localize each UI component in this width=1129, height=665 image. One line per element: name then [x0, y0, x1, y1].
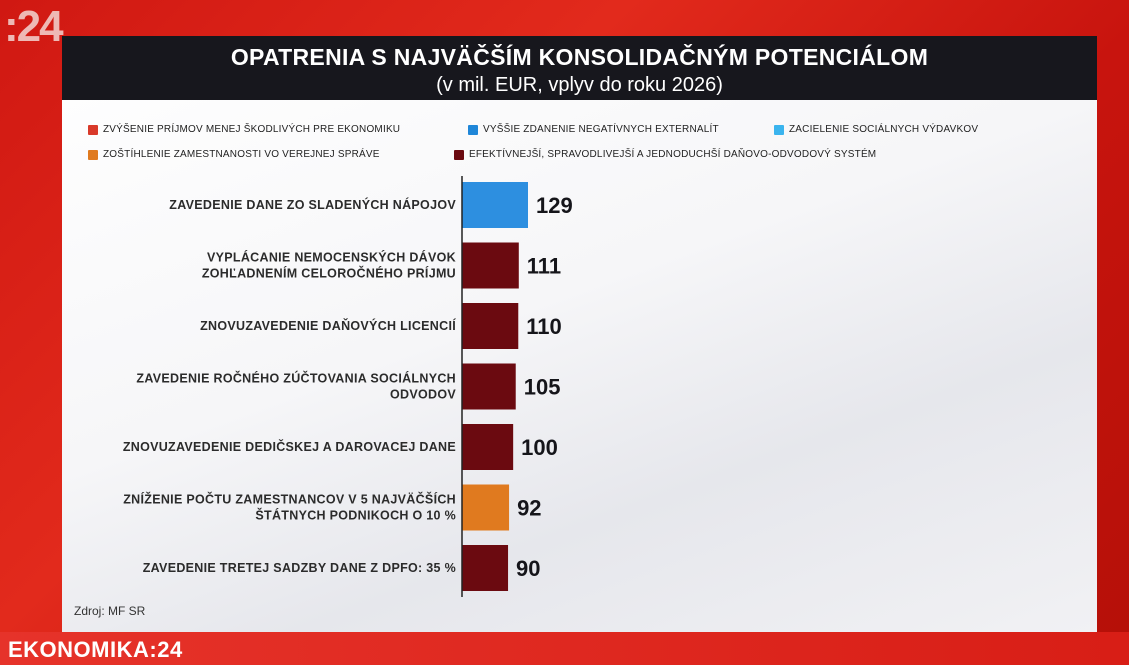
- channel-logo: :24: [4, 2, 64, 51]
- bar-5: [462, 424, 514, 470]
- bar-chart: 129 ZAVEDENIE DANE ZO SLADENÝCH NÁPOJOV 11…: [123, 176, 573, 597]
- bar-value-label: 111: [527, 254, 561, 279]
- legend-swatch: [88, 149, 98, 160]
- legend-label: ZACIELENIE SOCIÁLNYCH VÝDAVKOV: [789, 124, 979, 135]
- bar-7: [462, 545, 509, 591]
- category-label: ZNOVUZAVEDENIE DEDIČSKEJ A DAROVACEJ DAN…: [123, 439, 456, 454]
- category-label: ZNÍŽENIE POČTU ZAMESTNANCOV V 5 NAJVÄČŠÍ…: [123, 492, 456, 507]
- legend-label: EFEKTÍVNEJŠÍ, SPRAVODLIVEJŠÍ A JEDNODUCH…: [469, 149, 877, 160]
- category-label: ZOHĽADNENÍM CELOROČNÉHO PRÍJMU: [202, 266, 456, 281]
- chart-subtitle: (v mil. EUR, vplyv do roku 2026): [436, 74, 723, 96]
- category-label: ŠTÁTNYCH PODNIKOCH O 10 %: [255, 508, 456, 523]
- legend-item-social-spending: ZACIELENIE SOCIÁLNYCH VÝDAVKOV: [774, 124, 978, 135]
- category-label: ZNOVUZAVEDENIE DAŇOVÝCH LICENCIÍ: [200, 318, 456, 333]
- program-bar: EKONOMIKA:24: [0, 632, 1129, 665]
- bar-6: [462, 484, 510, 531]
- bar-value-label: 105: [524, 375, 561, 400]
- category-label: ZAVEDENIE ROČNÉHO ZÚČTOVANIA SOCIÁLNYCH: [136, 371, 456, 386]
- legend-swatch: [454, 149, 464, 160]
- legend-label: VYŠŠIE ZDANENIE NEGATÍVNYCH EXTERNALÍT: [483, 124, 719, 135]
- legend-swatch: [774, 124, 784, 135]
- legend-label: ZVÝŠENIE PRÍJMOV MENEJ ŠKODLIVÝCH PRE EK…: [103, 124, 401, 135]
- bar-value-label: 110: [526, 314, 562, 339]
- legend-item-externalities: VYŠŠIE ZDANENIE NEGATÍVNYCH EXTERNALÍT: [468, 124, 719, 135]
- legend-swatch: [88, 124, 98, 135]
- legend-item-higher-revenue: ZVÝŠENIE PRÍJMOV MENEJ ŠKODLIVÝCH PRE EK…: [88, 124, 400, 135]
- bar-value-label: 92: [517, 496, 541, 521]
- legend-swatch: [468, 124, 478, 135]
- bar-4: [462, 363, 516, 410]
- program-label: EKONOMIKA:24: [8, 637, 183, 662]
- bar-value-label: 129: [536, 193, 573, 218]
- category-label: ZAVEDENIE DANE ZO SLADENÝCH NÁPOJOV: [169, 197, 456, 212]
- chart-panel: OPATRENIA S NAJVÄČŠÍM KONSOLIDAČNÝM POTE…: [62, 36, 1097, 632]
- legend-item-tax-system: EFEKTÍVNEJŠÍ, SPRAVODLIVEJŠÍ A JEDNODUCH…: [454, 149, 876, 160]
- category-label: ZAVEDENIE TRETEJ SADZBY DANE Z DPFO: 35 …: [143, 561, 456, 575]
- source-note: Zdroj: MF SR: [74, 604, 146, 618]
- bar-value-label: 90: [516, 556, 540, 581]
- category-label: ODVODOV: [390, 388, 456, 402]
- category-label: VYPLÁCANIE NEMOCENSKÝCH DÁVOK: [207, 250, 456, 265]
- bar-2: [462, 242, 519, 289]
- chart-header: OPATRENIA S NAJVÄČŠÍM KONSOLIDAČNÝM POTE…: [62, 36, 1097, 100]
- bar-1: [462, 182, 528, 228]
- bar-value-label: 100: [521, 435, 558, 460]
- legend-item-public-employment: ZOŠTÍHLENIE ZAMESTNANOSTI VO VEREJNEJ SP…: [88, 149, 380, 160]
- bar-3: [462, 303, 519, 349]
- chart-title: OPATRENIA S NAJVÄČŠÍM KONSOLIDAČNÝM POTE…: [230, 44, 929, 70]
- legend-label: ZOŠTÍHLENIE ZAMESTNANOSTI VO VEREJNEJ SP…: [103, 149, 380, 160]
